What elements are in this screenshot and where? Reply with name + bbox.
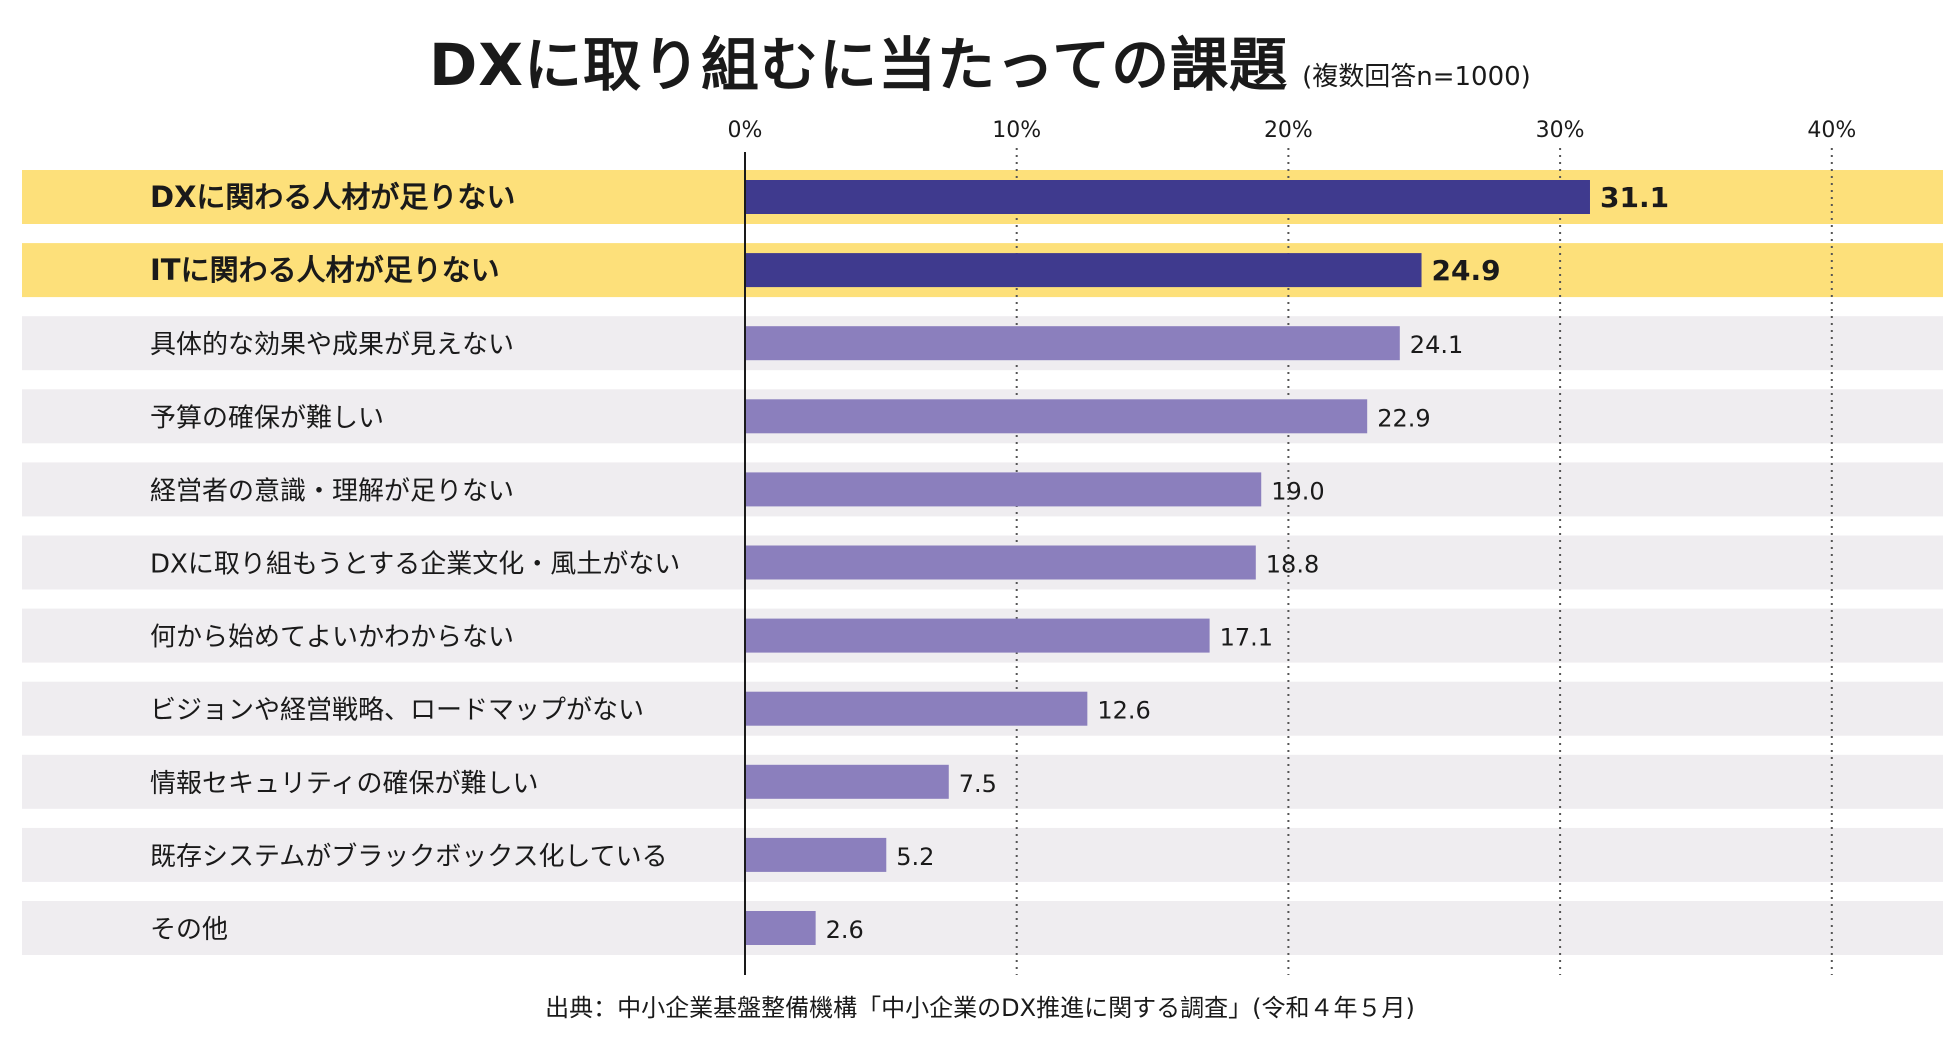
bar [745,837,887,872]
tick-label: 10% [992,118,1041,143]
chart-title: DXに取り組むに当たっての課題 [429,31,1289,99]
value-label: 17.1 [1220,624,1273,652]
category-label: 具体的な効果や成果が見えない [150,330,514,360]
tick-label: 30% [1536,118,1585,143]
row-background [22,754,1943,809]
value-label: 12.6 [1097,697,1150,725]
value-label: 22.9 [1377,404,1430,432]
category-label: ビジョンや経営戦略、ロードマップがない [150,696,644,726]
bar [745,399,1368,434]
category-label: その他 [150,915,228,945]
value-label: 7.5 [959,770,997,798]
bar [745,253,1422,288]
tick-label: 40% [1807,118,1856,143]
bar [745,764,949,799]
bar [745,326,1400,361]
value-label: 18.8 [1266,551,1319,579]
bar [745,911,816,945]
category-label: DXに関わる人材が足りない [150,180,515,214]
category-label: 情報セキュリティの確保が難しい [150,769,538,799]
category-label: DXに取り組もうとする企業文化・風土がない [150,550,680,580]
bar [745,545,1256,580]
bar [745,180,1590,214]
value-label: 31.1 [1600,181,1669,214]
value-label: 19.0 [1271,477,1324,505]
bar [745,472,1262,507]
bar [745,691,1088,726]
category-label: 予算の確保が難しい [150,403,384,433]
category-label: 経営者の意識・理解が足りない [150,476,514,506]
value-label: 24.9 [1432,254,1501,287]
category-label: ITに関わる人材が足りない [150,253,500,287]
bar [745,618,1210,653]
category-label: 既存システムがブラックボックス化している [150,842,668,872]
tick-label: 20% [1264,118,1313,143]
value-label: 2.6 [826,916,864,944]
tick-label: 0% [728,118,763,143]
value-label: 24.1 [1410,331,1463,359]
row-background [22,827,1943,882]
chart-subtitle: (複数回答n=1000) [1302,62,1531,92]
row-background [22,901,1943,955]
category-label: 何から始めてよいかわからない [150,623,514,653]
source-note: 出典：中小企業基盤整備機構「中小企業のDX推進に関する調査」(令和４年５月) [545,994,1415,1022]
chart-title-block: DXに取り組むに当たっての課題 (複数回答n=1000) [0,18,1960,102]
value-label: 5.2 [896,843,934,871]
